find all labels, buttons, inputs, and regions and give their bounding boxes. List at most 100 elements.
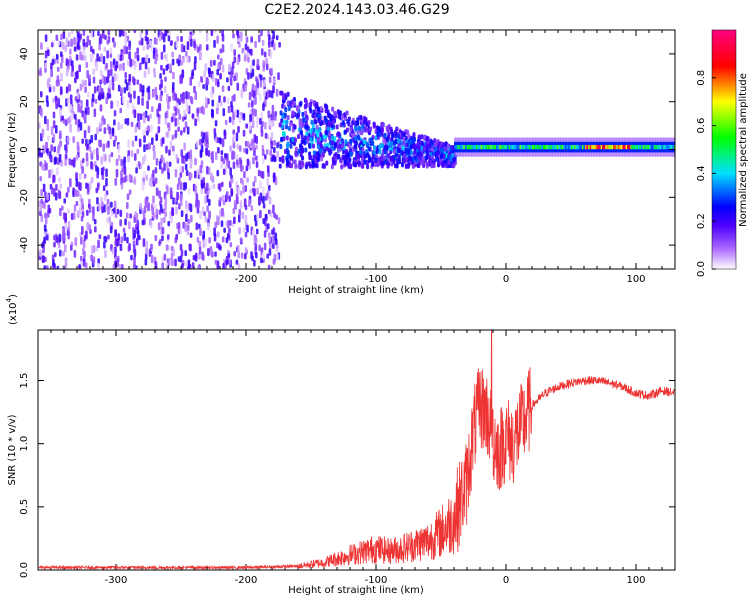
- heatmap-cell: [103, 76, 107, 86]
- heatmap-cell: [169, 63, 172, 72]
- heatmap-cell: [236, 109, 240, 118]
- heatmap-cell: [128, 43, 131, 51]
- heatmap-cell: [354, 126, 358, 132]
- heatmap-cell: [238, 145, 242, 152]
- heatmap-cell: [50, 186, 54, 195]
- heatmap-cell: [273, 253, 277, 263]
- heatmap-cell: [252, 90, 256, 99]
- heatmap-cell: [619, 144, 622, 150]
- heatmap-cell: [119, 54, 123, 62]
- heatmap-cell: [341, 143, 345, 149]
- spectrogram-xtick-label: 100: [626, 274, 645, 285]
- heatmap-cell: [435, 151, 439, 157]
- heatmap-cell: [228, 195, 231, 202]
- heatmap-cell: [73, 204, 77, 212]
- heatmap-cell: [342, 149, 346, 155]
- heatmap-cell: [114, 212, 118, 219]
- heatmap-cell: [222, 158, 226, 165]
- heatmap-cell: [210, 30, 214, 37]
- heatmap-cell: [367, 146, 371, 152]
- heatmap-cell: [503, 144, 507, 150]
- heatmap-cell: [179, 255, 183, 263]
- heatmap-cell: [360, 163, 364, 169]
- heatmap-cell: [257, 34, 261, 43]
- heatmap-cell: [331, 120, 335, 126]
- heatmap-cell: [299, 152, 303, 158]
- heatmap-cell: [514, 144, 518, 150]
- heatmap-cell: [245, 36, 249, 44]
- heatmap-cell: [85, 61, 89, 68]
- heatmap-cell: [97, 239, 100, 249]
- heatmap-cell: [49, 155, 53, 162]
- heatmap-cell: [180, 130, 183, 136]
- heatmap-cell: [263, 242, 267, 251]
- heatmap-cell: [94, 98, 98, 104]
- heatmap-cell: [296, 104, 300, 110]
- heatmap-cell: [92, 214, 95, 221]
- heatmap-cell: [275, 88, 279, 97]
- heatmap-cell: [349, 151, 353, 157]
- heatmap-cell: [126, 35, 130, 42]
- heatmap-cell: [159, 94, 163, 102]
- heatmap-cell: [182, 127, 186, 133]
- heatmap-cell: [59, 86, 63, 95]
- heatmap-cell: [468, 144, 471, 150]
- heatmap-cell: [55, 104, 58, 110]
- heatmap-cell: [286, 115, 290, 121]
- heatmap-cell: [242, 227, 246, 233]
- heatmap-cell: [243, 170, 246, 179]
- heatmap-cell: [220, 155, 224, 162]
- heatmap-cell: [214, 77, 218, 86]
- heatmap-cell: [163, 253, 167, 261]
- heatmap-cell: [119, 107, 122, 114]
- heatmap-cell: [145, 248, 148, 255]
- heatmap-cell: [219, 72, 222, 79]
- heatmap-cell: [147, 85, 151, 93]
- heatmap-cell: [48, 169, 51, 179]
- heatmap-cell: [420, 140, 424, 146]
- heatmap-cell: [243, 147, 246, 153]
- spectrogram-ytick-label: 0: [19, 146, 30, 152]
- heatmap-cell: [157, 116, 161, 125]
- heatmap-cell: [231, 119, 235, 126]
- heatmap-cell: [84, 86, 87, 93]
- heatmap-cell: [142, 111, 146, 118]
- heatmap-cell: [221, 64, 225, 73]
- heatmap-cell: [298, 118, 302, 124]
- heatmap-cell: [68, 158, 72, 166]
- heatmap-cell: [39, 210, 42, 217]
- heatmap-cell: [180, 149, 184, 157]
- heatmap-cell: [93, 86, 97, 94]
- heatmap-cell: [541, 144, 544, 150]
- heatmap-cell: [345, 110, 349, 116]
- heatmap-cell: [300, 134, 304, 140]
- heatmap-cell: [168, 30, 171, 37]
- heatmap-cell: [198, 246, 202, 255]
- heatmap-cell: [162, 44, 166, 53]
- heatmap-cell: [344, 139, 348, 145]
- heatmap-cell: [135, 167, 138, 174]
- heatmap-cell: [162, 208, 166, 214]
- heatmap-cell: [268, 232, 271, 239]
- heatmap-cell: [224, 153, 227, 159]
- heatmap-cell: [404, 163, 408, 169]
- heatmap-cell: [326, 109, 330, 115]
- heatmap-cell: [364, 117, 368, 123]
- heatmap-cell: [608, 144, 611, 150]
- heatmap-cell: [508, 144, 511, 150]
- heatmap-cell: [533, 144, 536, 150]
- heatmap-cell: [251, 187, 255, 193]
- heatmap-cell: [267, 209, 271, 215]
- heatmap-cell: [259, 78, 263, 88]
- heatmap-cell: [374, 157, 378, 163]
- heatmap-cell: [244, 43, 248, 51]
- heatmap-cell: [228, 227, 231, 234]
- heatmap-cell: [238, 42, 241, 48]
- heatmap-cell: [328, 150, 332, 156]
- heatmap-cell: [200, 179, 204, 188]
- heatmap-cell: [580, 144, 583, 150]
- heatmap-cell: [66, 59, 69, 66]
- heatmap-cell: [83, 250, 86, 258]
- heatmap-cell: [184, 250, 187, 257]
- heatmap-cell: [277, 217, 281, 225]
